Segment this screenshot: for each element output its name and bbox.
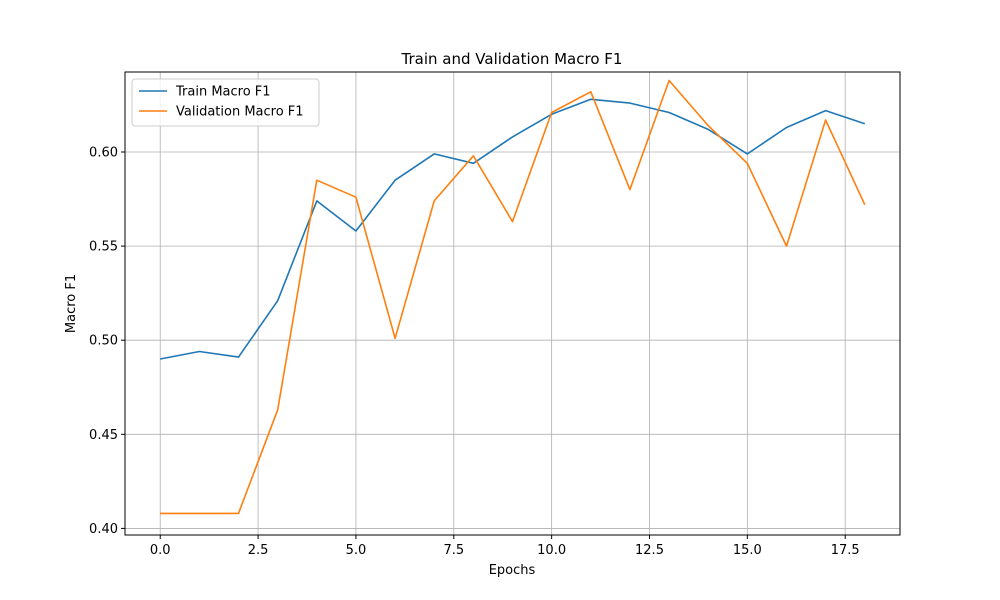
x-tick-label: 7.5	[443, 543, 464, 558]
x-tick-label: 10.0	[537, 543, 566, 558]
y-tick-label: 0.60	[89, 145, 118, 160]
legend-label: Validation Macro F1	[176, 105, 304, 120]
legend: Train Macro F1 Validation Macro F1	[131, 78, 320, 127]
x-tick-label: 12.5	[635, 543, 664, 558]
chart-title: Train and Validation Macro F1	[401, 50, 623, 68]
legend-box	[131, 78, 320, 127]
y-tick-label: 0.55	[89, 240, 118, 255]
y-tick-label: 0.45	[89, 428, 118, 443]
y-axis: 0.40 0.45 0.50 0.55 0.60	[89, 145, 125, 537]
series-line-2	[160, 79, 866, 515]
x-tick-label: 5.0	[346, 543, 367, 558]
x-axis: 0.0 2.5 5.0 7.5 10.0 12.5 15.0 17.5	[150, 535, 860, 558]
y-tick-label: 0.50	[89, 334, 118, 349]
x-axis-title: Epochs	[489, 563, 536, 578]
grid	[125, 72, 900, 535]
y-tick-label: 0.40	[89, 522, 118, 537]
series-line-1	[160, 98, 866, 360]
legend-label: Train Macro F1	[175, 85, 271, 100]
plot-frame	[124, 71, 901, 536]
x-tick-label: 15.0	[733, 543, 762, 558]
x-tick-label: 17.5	[831, 543, 860, 558]
series-lines	[160, 79, 866, 515]
x-tick-label: 0.0	[150, 543, 171, 558]
x-tick-label: 2.5	[248, 543, 269, 558]
y-axis-title: Macro F1	[64, 274, 79, 333]
